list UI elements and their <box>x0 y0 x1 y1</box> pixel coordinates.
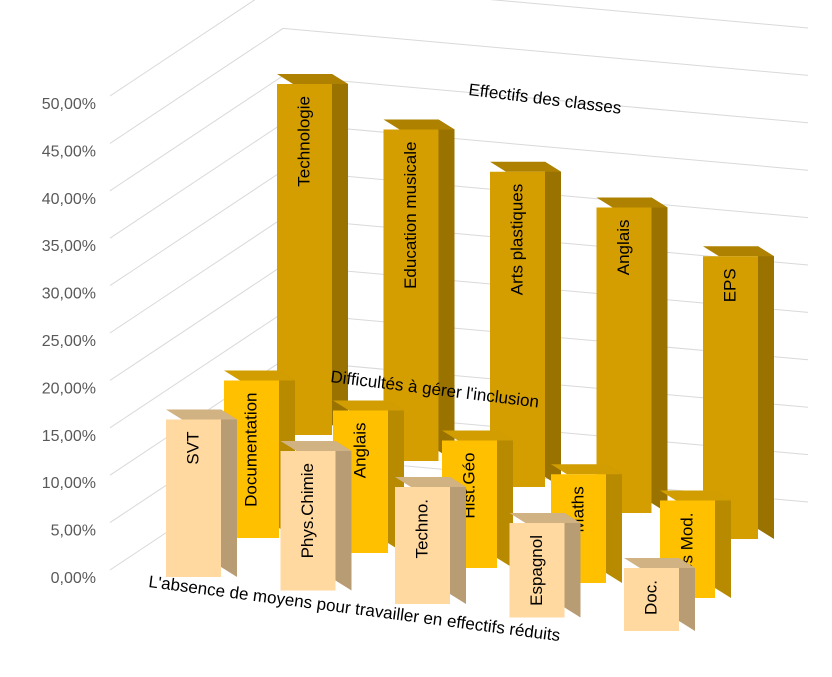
bar-front-face <box>166 419 221 577</box>
bar: Hist.Géo <box>442 430 513 568</box>
bar-side-face <box>335 441 352 591</box>
series-label: Effectifs des classes <box>468 80 623 118</box>
bar-front-face <box>624 568 679 631</box>
bar-front-face <box>280 451 336 591</box>
bar-label: EPS <box>721 268 740 302</box>
bar-top-face <box>624 558 695 568</box>
bar-label: Anglais <box>614 220 633 276</box>
bar: Doc. <box>624 558 695 631</box>
y-axis-ticks: 0,00% 5,00% 10,00% 15,00% 20,00% 25,00% 30,00%… <box>42 96 96 587</box>
bar: Phys.Chimie <box>280 441 352 591</box>
bar-label: Techno. <box>413 499 432 559</box>
bar-side-face <box>450 477 466 604</box>
y-tick-label: 40,00% <box>42 191 96 208</box>
bar: Anglais <box>596 197 668 513</box>
bar-side-face <box>332 74 348 435</box>
bar: Techno. <box>395 477 466 604</box>
bar-label: Phys.Chimie <box>298 463 317 558</box>
y-tick-label: 45,00% <box>42 143 96 160</box>
y-tick-label: 30,00% <box>42 286 96 303</box>
bar-label: Espagnol <box>527 535 546 606</box>
bar-front-face <box>596 207 652 513</box>
bar-top-face <box>490 161 561 172</box>
bar-label: Technologie <box>295 96 314 187</box>
y-tick-label: 10,00% <box>42 475 96 492</box>
bar-top-face <box>383 119 455 130</box>
y-tick-label: 50,00% <box>42 96 96 113</box>
bar-side-face <box>497 430 513 568</box>
y-tick-label: 20,00% <box>42 380 96 397</box>
bar-side-face <box>679 558 695 631</box>
bar-side-face <box>438 119 455 461</box>
bar-side-face <box>564 513 581 618</box>
bar-top-face <box>551 464 622 475</box>
bar-label: Arts plastiques <box>508 184 527 296</box>
bar-side-face <box>221 409 237 577</box>
bar-top-face <box>333 400 404 411</box>
bar: Espagnol <box>509 513 581 618</box>
bars: Technologie Education musicale Arts plasti… <box>166 74 774 631</box>
gridline <box>109 122 809 239</box>
bar: SVT <box>166 409 237 577</box>
y-tick-label: 0,00% <box>51 570 96 587</box>
bar-label: Documentation <box>242 393 261 507</box>
bar-side-face <box>545 161 561 487</box>
bar-top-face <box>660 490 731 501</box>
bar-label: SVT <box>184 432 203 465</box>
bar-top-face <box>703 246 774 257</box>
gridline <box>109 75 809 192</box>
bar-top-face <box>395 477 466 487</box>
bar-front-face <box>395 487 450 604</box>
bar-top-face <box>596 197 668 208</box>
y-tick-label: 5,00% <box>51 523 96 540</box>
series-label: L'absence de moyens pour travailler en e… <box>147 572 561 645</box>
bar-top-face <box>224 370 295 381</box>
bar-top-face <box>166 409 237 420</box>
bar-side-face <box>758 246 774 539</box>
gridline <box>109 27 809 144</box>
bar-top-face <box>280 441 352 451</box>
bar-label: Doc. <box>642 580 661 615</box>
y-tick-label: 25,00% <box>42 333 96 350</box>
bar-front-face <box>509 523 565 618</box>
gridline <box>109 0 809 97</box>
bar-top-face <box>442 430 513 441</box>
bar-label: Education musicale <box>401 142 420 289</box>
series-bars: SVT Phys.Chimie Techno. Espagnol Doc. <box>166 409 695 631</box>
bar-label: Anglais <box>351 423 370 479</box>
bar-side-face <box>715 490 731 598</box>
bar-top-face <box>277 74 348 84</box>
bar-top-face <box>509 513 581 523</box>
bar-side-face <box>606 464 622 583</box>
y-tick-label: 15,00% <box>42 428 96 445</box>
y-tick-label: 35,00% <box>42 238 96 255</box>
bar-side-face <box>651 197 668 513</box>
